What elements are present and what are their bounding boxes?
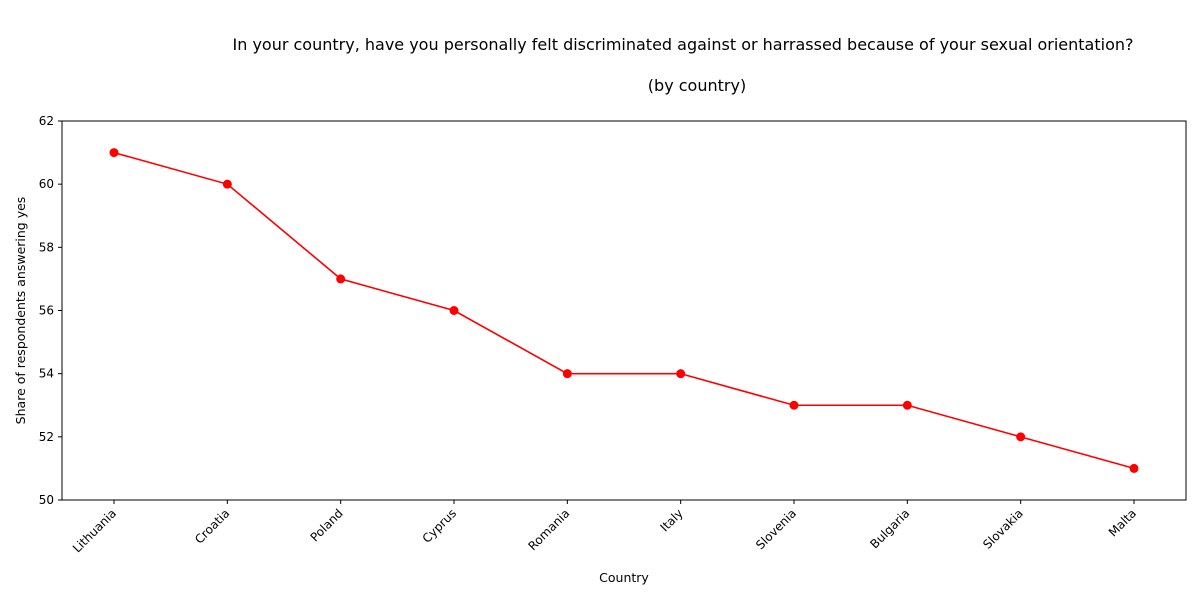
x-tick-label: Romania [525, 506, 572, 553]
y-axis-label: Share of respondents answering yes [13, 197, 28, 425]
x-tick-label: Slovenia [753, 506, 799, 552]
x-tick-label: Malta [1106, 506, 1139, 539]
y-tick-label: 52 [39, 430, 54, 444]
y-axis-ticks: 50 52 54 56 58 60 62 [39, 114, 62, 507]
data-point [562, 369, 572, 379]
x-tick-label: Bulgaria [867, 506, 912, 551]
data-points [109, 148, 1139, 473]
y-tick-label: 56 [39, 304, 54, 318]
x-axis-ticks: Lithuania Croatia Poland Cyprus Romania Italy… [70, 500, 1139, 555]
x-axis-label: Country [599, 570, 649, 585]
y-tick-label: 60 [39, 177, 54, 191]
x-tick-label: Croatia [192, 506, 232, 546]
chart-subtitle: (by country) [648, 76, 746, 95]
data-point [1016, 432, 1026, 442]
y-tick-label: 54 [39, 367, 54, 381]
y-tick-label: 62 [39, 114, 54, 128]
x-tick-label: Cyprus [420, 506, 460, 546]
data-point [336, 274, 346, 284]
series-line [113, 151, 1135, 470]
data-point [109, 148, 119, 158]
data-point [789, 400, 799, 410]
x-tick-label: Italy [657, 506, 685, 534]
data-point [902, 400, 912, 410]
chart-title: In your country, have you personally fel… [233, 35, 1134, 54]
plot-area-frame [61, 120, 1187, 501]
data-point [222, 179, 232, 189]
data-point [1129, 463, 1139, 473]
y-tick-label: 50 [39, 493, 54, 507]
data-point [449, 306, 459, 315]
x-tick-label: Poland [308, 506, 346, 544]
data-point [676, 369, 686, 379]
y-tick-label: 58 [39, 240, 54, 254]
x-tick-label: Slovakia [980, 506, 1026, 552]
x-tick-label: Lithuania [70, 506, 119, 555]
